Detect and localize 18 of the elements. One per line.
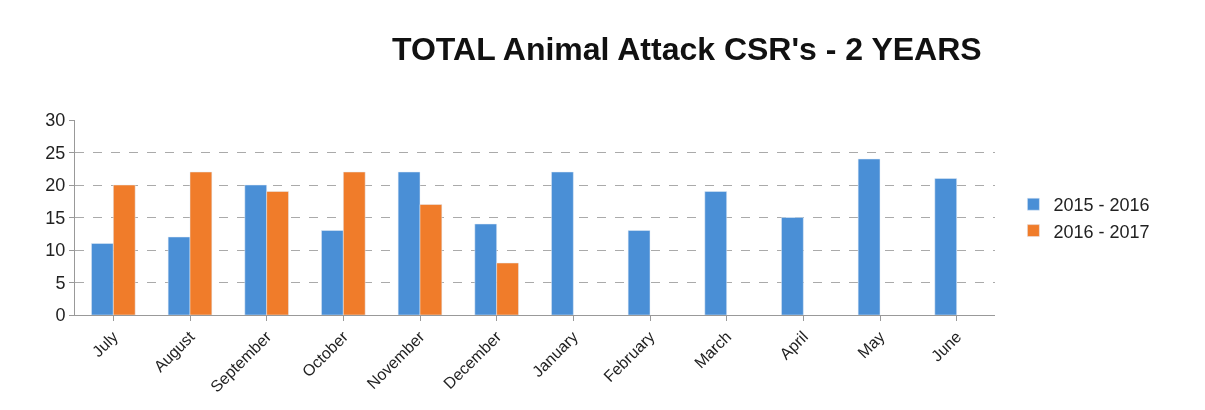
y-tick-label: 20 [45,175,66,196]
x-tick-label: July [88,327,122,361]
chart-title: TOTAL Animal Attack CSR's - 2 YEARS [392,31,982,68]
bar [704,191,727,315]
y-tick-label: 15 [45,207,66,228]
bar [857,158,881,315]
y-tick-label: 25 [45,142,66,163]
bar [781,217,804,315]
bar [551,171,574,315]
bar [934,178,957,315]
legend-label: 2016 - 2017 [1053,221,1150,242]
y-tick-label: 10 [45,240,66,261]
legend-label: 2015 - 2016 [1053,195,1150,216]
y-tick-label: 5 [55,272,66,293]
y-tick-label: 30 [45,110,66,131]
bar [627,230,651,315]
y-tick-label: 0 [55,305,66,326]
x-tick-label: May [854,327,888,362]
